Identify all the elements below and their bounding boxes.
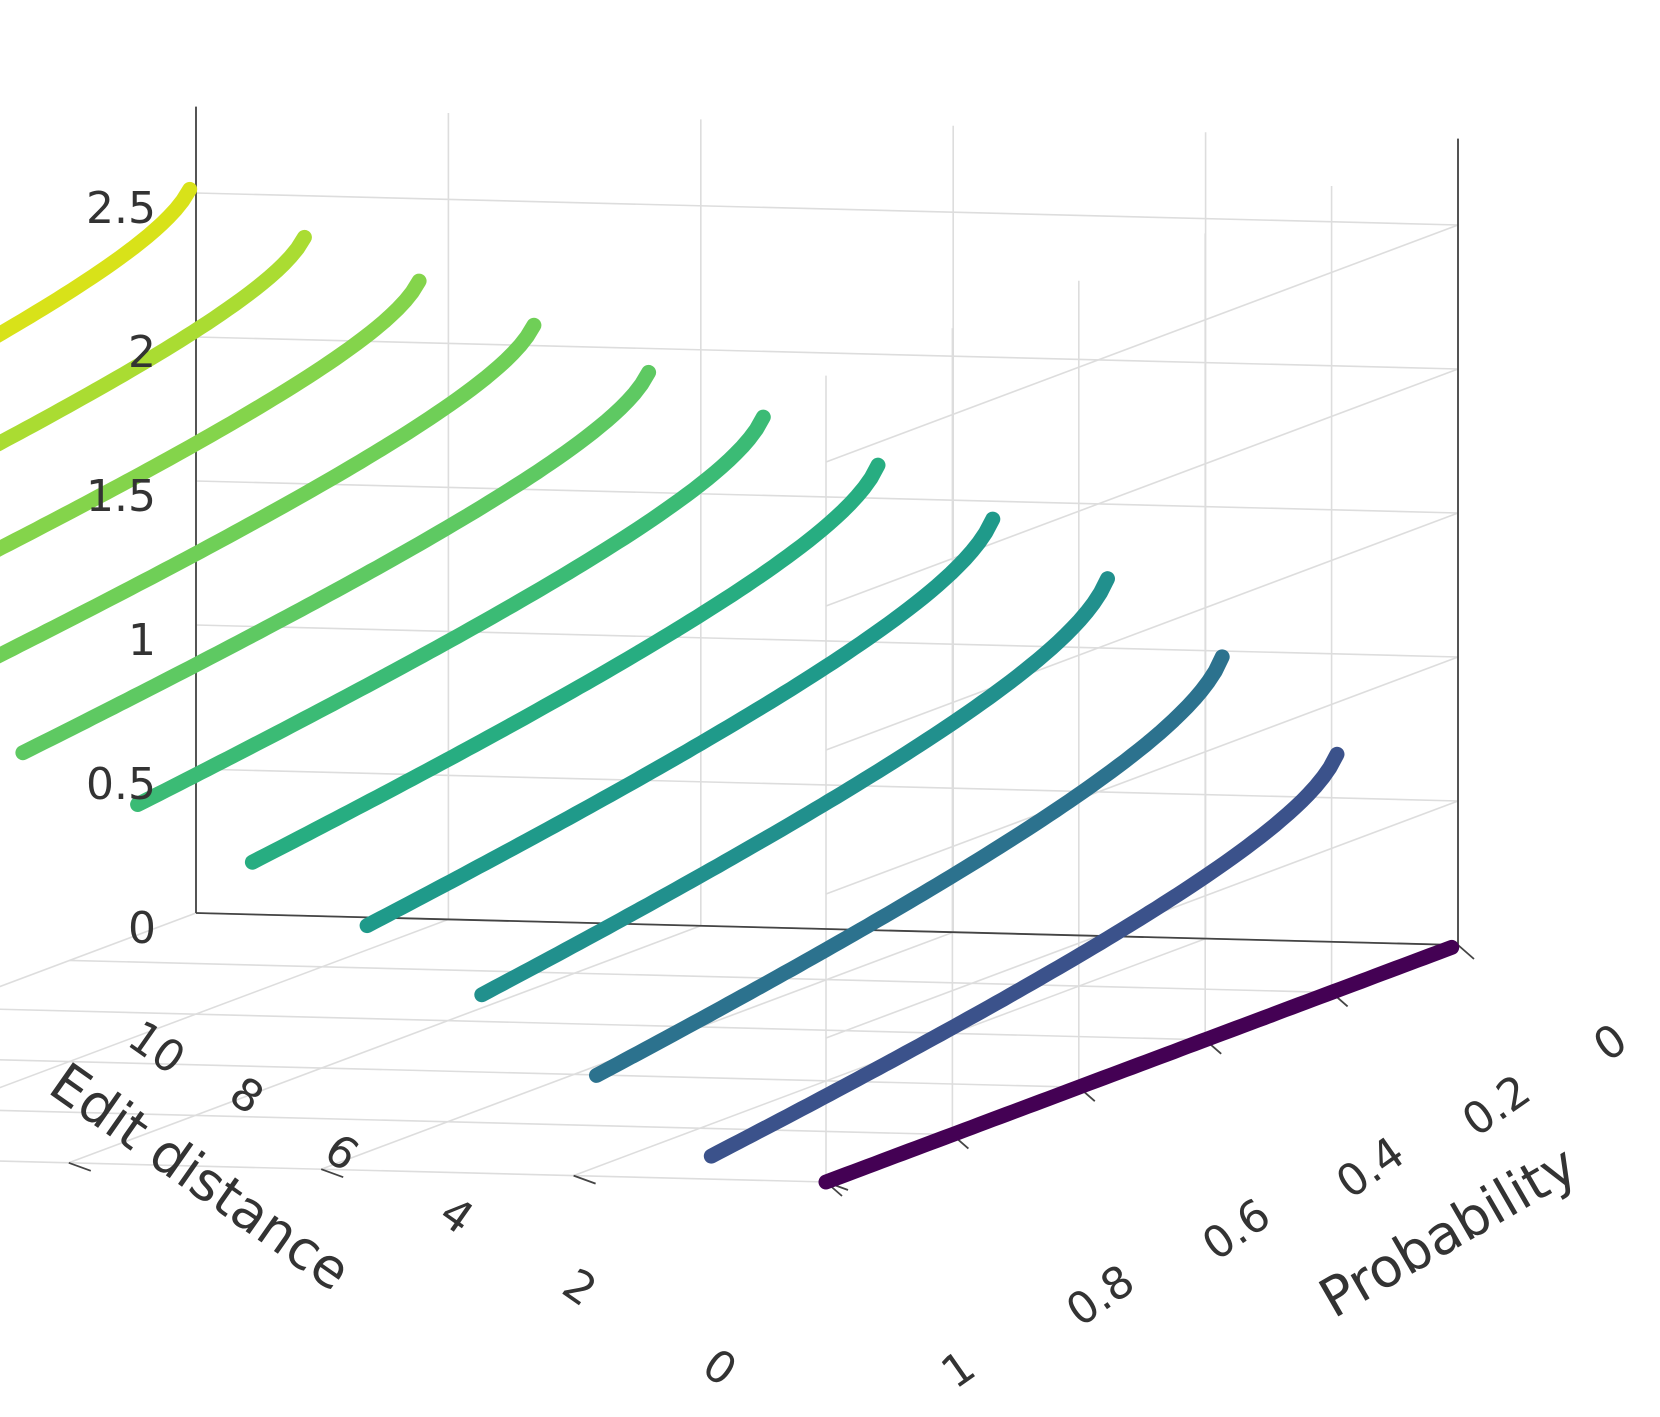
curve-edit-distance-10 [0,229,312,452]
back-wall-grid-line [195,480,1459,514]
side-wall-grid-line [825,368,1459,607]
floor-grid-line [69,959,1332,994]
probability-tick-label: 0.6 [1193,1189,1280,1271]
curve-edit-distance-11 [0,181,198,343]
edit-distance-axis-title: Edit distance [39,1050,362,1303]
z-tick-label: 1 [128,615,156,666]
edit-distance-tick-label: 2 [553,1259,605,1317]
z-tick-label: 2.5 [86,183,156,234]
floor-grid-line [0,918,449,1089]
probability-tick-label: 0.4 [1327,1127,1414,1209]
floor-grid-line [0,912,197,988]
floor-grid-line [0,1059,1079,1088]
side-wall-grid-line [825,512,1459,751]
probability-tick-label: 0.8 [1057,1255,1144,1337]
edit-distance-tick-label: 10 [119,1011,194,1085]
floor-grid-line [0,1160,827,1183]
curve-edit-distance-6 [130,409,771,812]
probability-tick-label: 1 [932,1341,984,1399]
curve-edit-distance-4 [359,511,1001,934]
series-curves [0,181,1460,1190]
probability-tick-label: 0.2 [1453,1065,1540,1147]
floor-grid-line [0,1008,1206,1041]
curve-edit-distance-3 [474,571,1115,1003]
probability-tick [1457,944,1475,960]
edit-distance-tick-label: 0 [693,1339,745,1397]
edit-distance-tick [573,1174,596,1185]
floor-grid-line [68,925,702,1164]
probability-tick-label: 0 [1584,1014,1636,1072]
edit-distance-tick [320,1168,344,1179]
edit-distance-axis-back [195,912,1459,946]
back-wall-grid-line [195,192,1459,226]
side-wall-grid-line [825,656,1459,895]
curve-edit-distance-0 [818,939,1460,1190]
curve-edit-distance-5 [244,457,886,870]
z-tick-label: 0.5 [86,759,156,810]
edit-distance-tick-label: 6 [315,1124,367,1182]
curve-edit-distance-7 [15,364,657,761]
z-tick-label: 1.5 [86,471,156,522]
floor-grid-line [0,1109,953,1136]
edit-distance-tick-label: 4 [430,1187,482,1245]
curve-edit-distance-9 [0,273,427,557]
side-wall-grid-line [825,224,1459,463]
curve-edit-distance-2 [589,649,1230,1083]
back-wall-grid-line [195,336,1459,370]
z-tick-label: 2 [128,327,156,378]
curve-edit-distance-1 [703,746,1345,1164]
z-tick-label: 0 [128,903,156,954]
edit-distance-tick [68,1161,92,1172]
back-wall-grid-line [195,624,1459,658]
curve-edit-distance-8 [0,317,542,664]
